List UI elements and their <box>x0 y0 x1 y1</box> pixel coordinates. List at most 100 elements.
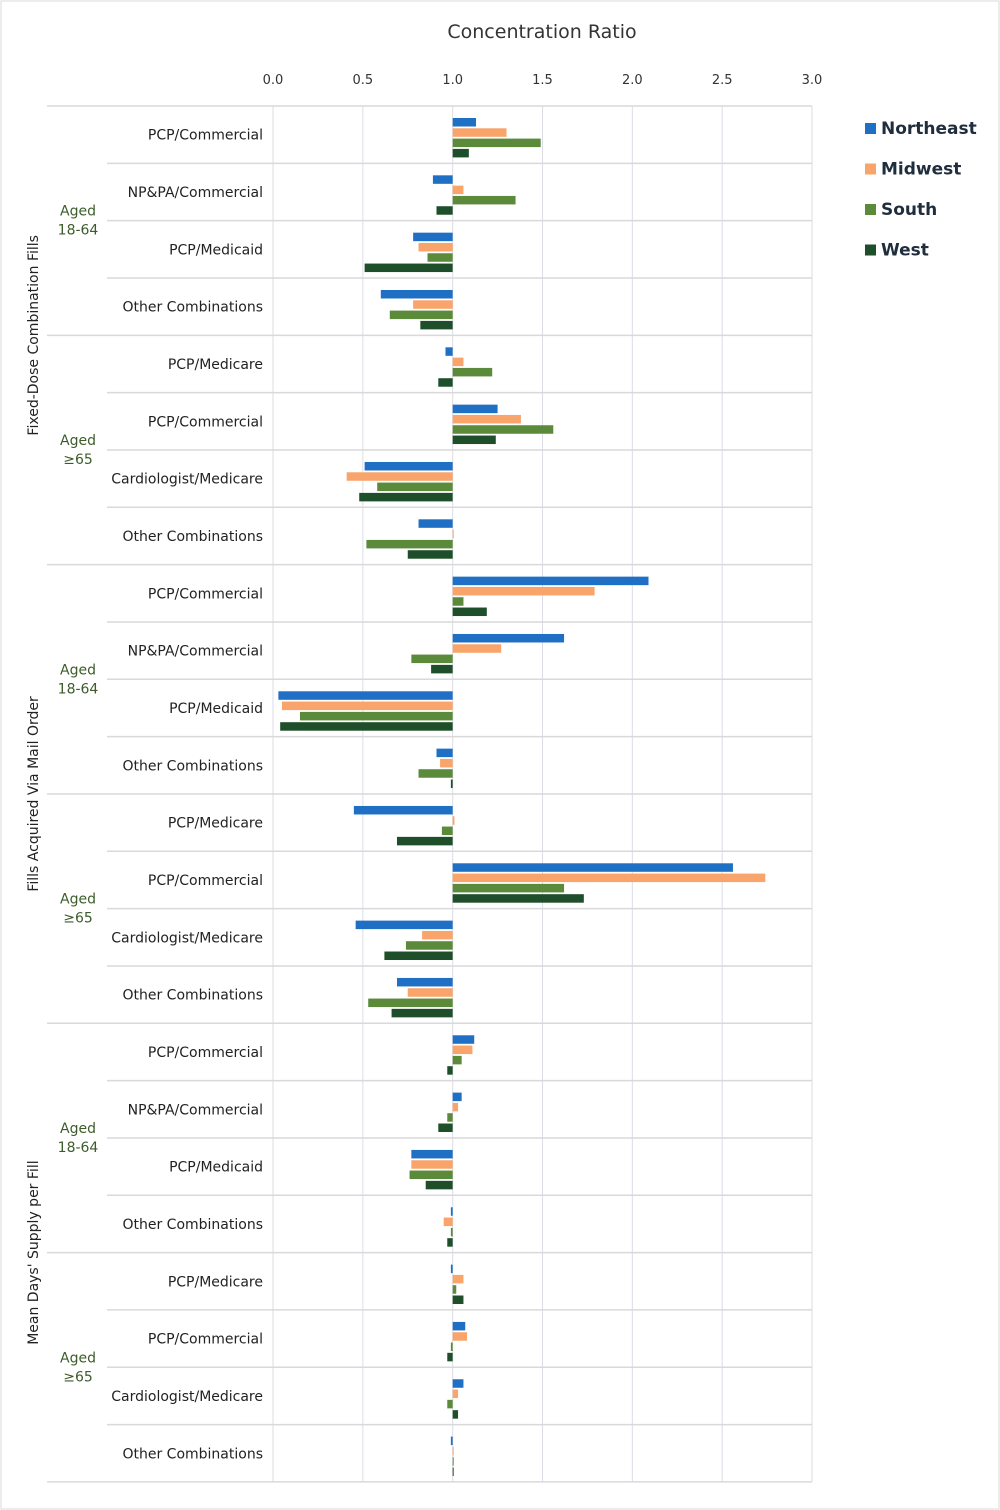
bar-midwest <box>413 300 453 309</box>
category-label: PCP/Commercial <box>148 414 263 430</box>
bar-northeast <box>411 1149 453 1159</box>
bar-midwest <box>452 1045 473 1055</box>
section-label: Fixed-Dose Combination Fills <box>26 235 42 436</box>
bar-northeast <box>380 289 453 299</box>
bar-northeast <box>450 1264 453 1274</box>
bar-south <box>447 1399 453 1409</box>
legend-swatch <box>865 204 876 215</box>
bar-northeast <box>452 1035 475 1044</box>
bar-northeast <box>452 633 565 643</box>
category-label: Other Combinations <box>122 300 263 316</box>
bar-south <box>447 1113 453 1122</box>
bar-west <box>452 1295 464 1304</box>
bar-south <box>452 195 516 205</box>
bar-west <box>396 836 453 846</box>
bar-west <box>391 1008 453 1018</box>
bar-midwest <box>452 1102 459 1112</box>
bar-northeast <box>413 232 453 242</box>
bar-northeast <box>452 863 733 872</box>
age-group-label: Aged ≥65 <box>60 433 96 468</box>
bar-northeast <box>452 404 498 414</box>
bar-south <box>405 941 453 950</box>
category-label: Cardiologist/Medicare <box>111 930 263 946</box>
category-label: PCP/Medicare <box>168 357 263 373</box>
x-tick-label: 2.0 <box>622 73 643 88</box>
bar-midwest <box>452 128 507 137</box>
bar-northeast <box>355 920 453 930</box>
section-label: Fills Acquired Via Mail Order <box>26 696 42 892</box>
bar-northeast <box>418 519 453 528</box>
bar-west <box>280 722 453 731</box>
bar-south <box>452 883 565 893</box>
bar-midwest <box>452 529 454 539</box>
bar-west <box>452 894 584 903</box>
x-tick-label: 2.5 <box>712 73 733 88</box>
x-tick-label: 0.0 <box>263 73 284 88</box>
bar-midwest <box>452 644 502 653</box>
age-group-label: Aged ≥65 <box>60 1350 96 1385</box>
bar-midwest <box>452 414 521 424</box>
bar-midwest <box>407 988 453 997</box>
bar-west <box>438 1123 453 1133</box>
bar-midwest <box>422 930 453 940</box>
bar-northeast <box>452 1379 464 1388</box>
bar-midwest <box>452 357 464 367</box>
category-label: PCP/Medicaid <box>169 242 263 258</box>
bar-midwest <box>411 1160 453 1169</box>
bar-northeast <box>278 691 453 700</box>
bar-west <box>452 1467 454 1476</box>
category-label: PCP/Commercial <box>148 586 263 602</box>
bar-south <box>452 597 464 606</box>
category-label: Other Combinations <box>122 529 263 545</box>
bar-northeast <box>450 1436 453 1446</box>
category-label: PCP/Medicare <box>168 816 263 832</box>
bar-west <box>452 607 487 617</box>
bar-south <box>299 711 453 721</box>
category-label: Other Combinations <box>122 988 263 1004</box>
bar-west <box>447 1352 453 1362</box>
category-label: Cardiologist/Medicare <box>111 472 263 488</box>
category-label: PCP/Commercial <box>148 128 263 144</box>
bar-midwest <box>452 873 766 883</box>
bar-northeast <box>452 576 649 586</box>
bar-northeast <box>436 748 453 758</box>
bar-west <box>359 492 453 502</box>
category-label: PCP/Commercial <box>148 1045 263 1061</box>
bar-west <box>407 550 453 559</box>
legend-label: West <box>881 241 929 261</box>
category-label: Cardiologist/Medicare <box>111 1389 263 1405</box>
category-label: NP&PA/Commercial <box>128 644 263 660</box>
legend-swatch <box>865 163 876 175</box>
legend-swatch <box>865 123 876 134</box>
bar-west <box>452 148 469 158</box>
age-group-label: Aged 18-64 <box>58 204 99 239</box>
x-tick-label: 3.0 <box>802 73 823 88</box>
bar-south <box>452 367 493 377</box>
bar-south <box>452 1055 462 1065</box>
bar-south <box>418 769 453 778</box>
x-tick-label: 1.0 <box>442 73 463 88</box>
bar-midwest <box>452 1274 464 1284</box>
bar-west <box>447 1066 453 1075</box>
chart-title: Concentration Ratio <box>447 21 636 43</box>
bar-south <box>441 826 453 836</box>
category-label: PCP/Medicare <box>168 1274 263 1290</box>
bar-west <box>364 263 453 273</box>
legend-swatch <box>865 244 876 256</box>
bar-midwest <box>443 1217 453 1227</box>
bar-south <box>368 998 453 1008</box>
bar-west <box>431 664 453 674</box>
bar-south <box>450 1342 453 1352</box>
bar-northeast <box>432 175 453 184</box>
bar-midwest <box>452 1332 468 1341</box>
bar-midwest <box>452 1389 459 1399</box>
bar-south <box>452 138 541 148</box>
bar-midwest <box>452 816 455 825</box>
bar-west <box>438 378 453 387</box>
bar-midwest <box>452 586 595 596</box>
bar-west <box>450 779 453 789</box>
bar-south <box>377 482 453 492</box>
age-group-label: Aged 18-64 <box>58 1121 99 1156</box>
